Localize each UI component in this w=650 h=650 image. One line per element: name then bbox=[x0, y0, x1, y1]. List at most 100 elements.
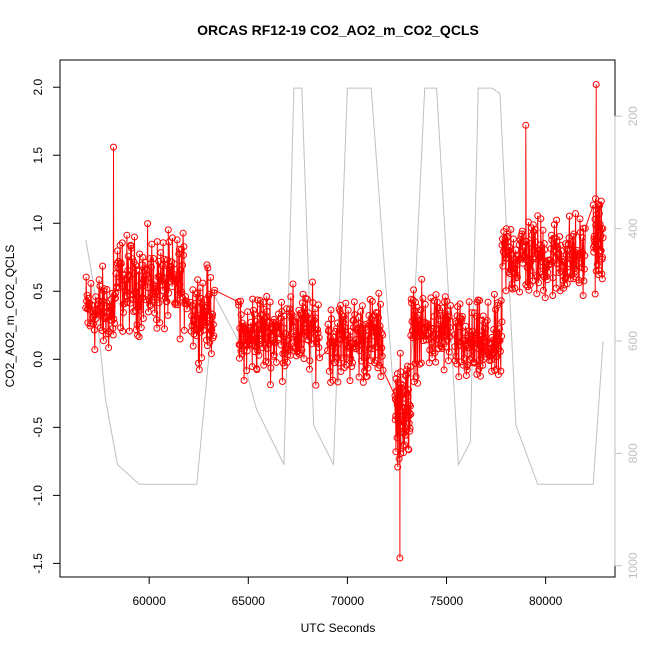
data-point bbox=[580, 265, 588, 273]
data-point bbox=[433, 336, 440, 344]
data-point bbox=[410, 286, 418, 294]
data-point bbox=[592, 195, 599, 203]
data-point bbox=[305, 309, 313, 317]
data-point bbox=[408, 327, 416, 335]
data-point bbox=[135, 267, 143, 275]
data-point bbox=[176, 335, 184, 343]
data-point bbox=[406, 424, 414, 432]
chart-title: ORCAS RF12-19 CO2_AO2_m_CO2_QCLS bbox=[197, 22, 479, 38]
data-point bbox=[328, 315, 335, 323]
data-point bbox=[240, 376, 248, 384]
data-point bbox=[527, 266, 535, 274]
data-point bbox=[291, 332, 299, 340]
data-point bbox=[155, 299, 163, 307]
data-point bbox=[598, 275, 606, 283]
data-point bbox=[590, 248, 598, 256]
data-point bbox=[499, 262, 507, 270]
y-tick-label: 1.0 bbox=[31, 215, 45, 232]
y-tick-label: 1.5 bbox=[31, 147, 45, 164]
data-point bbox=[496, 337, 504, 345]
data-point bbox=[139, 315, 147, 322]
data-point bbox=[134, 293, 142, 301]
data-point bbox=[371, 356, 379, 364]
data-point bbox=[516, 236, 524, 244]
data-point bbox=[266, 298, 274, 306]
data-point bbox=[518, 227, 526, 235]
data-point bbox=[249, 295, 257, 303]
data-point bbox=[596, 201, 604, 209]
data-point bbox=[406, 409, 414, 417]
data-point bbox=[397, 450, 404, 458]
data-point bbox=[289, 322, 296, 330]
data-point bbox=[397, 368, 405, 376]
data-point bbox=[369, 323, 377, 331]
data-point bbox=[528, 231, 536, 239]
data-point bbox=[465, 327, 473, 335]
data-point bbox=[207, 350, 215, 358]
data-point bbox=[437, 317, 445, 325]
data-point bbox=[110, 143, 117, 151]
data-point bbox=[441, 293, 449, 301]
data-point bbox=[207, 274, 215, 281]
data-point bbox=[289, 280, 297, 288]
data-point bbox=[529, 221, 537, 229]
data-point bbox=[261, 314, 269, 322]
data-point bbox=[404, 362, 412, 370]
data-point bbox=[314, 326, 321, 334]
data-point bbox=[105, 344, 113, 352]
data-point bbox=[327, 306, 335, 314]
x-tick-label: 80000 bbox=[529, 594, 563, 608]
data-point bbox=[128, 244, 135, 252]
y2-tick-label: 1000 bbox=[626, 552, 640, 579]
data-point bbox=[377, 373, 385, 380]
data-point bbox=[451, 343, 459, 351]
data-point bbox=[481, 334, 489, 342]
data-point bbox=[490, 290, 498, 298]
data-point bbox=[315, 344, 323, 352]
data-point bbox=[196, 325, 204, 332]
data-point bbox=[82, 304, 90, 312]
data-point bbox=[165, 289, 173, 297]
data-point bbox=[568, 271, 576, 279]
data-point bbox=[518, 230, 526, 238]
data-point bbox=[435, 321, 443, 329]
data-point bbox=[129, 296, 137, 303]
data-point bbox=[558, 255, 566, 263]
data-point bbox=[237, 297, 244, 305]
data-point bbox=[532, 238, 539, 246]
data-point bbox=[466, 338, 474, 346]
data-point bbox=[342, 299, 350, 307]
data-point bbox=[123, 299, 131, 307]
data-point bbox=[293, 348, 301, 356]
data-point bbox=[375, 361, 383, 369]
data-point bbox=[360, 322, 368, 330]
data-point bbox=[531, 226, 539, 234]
data-point bbox=[549, 292, 557, 299]
data-point bbox=[573, 265, 581, 273]
data-point bbox=[452, 352, 460, 360]
data-point bbox=[84, 294, 92, 302]
data-point bbox=[326, 334, 334, 342]
data-point bbox=[122, 277, 130, 285]
data-point bbox=[441, 298, 448, 306]
data-point bbox=[344, 306, 352, 314]
x-tick-label: 75000 bbox=[430, 594, 464, 608]
data-point bbox=[125, 327, 133, 335]
data-point bbox=[403, 390, 411, 398]
data-point bbox=[421, 300, 429, 308]
data-point bbox=[144, 308, 152, 316]
data-point bbox=[513, 273, 521, 281]
data-point bbox=[191, 300, 199, 308]
data-point bbox=[103, 286, 111, 293]
data-point bbox=[204, 306, 212, 314]
data-point bbox=[338, 331, 346, 339]
data-point bbox=[502, 225, 510, 233]
data-point bbox=[172, 301, 179, 309]
data-point bbox=[183, 305, 191, 313]
y2-tick-label: 400 bbox=[626, 218, 640, 238]
data-point bbox=[504, 232, 512, 240]
data-point bbox=[591, 290, 599, 298]
data-point bbox=[200, 303, 208, 311]
data-point bbox=[497, 297, 505, 305]
data-point bbox=[153, 324, 161, 332]
